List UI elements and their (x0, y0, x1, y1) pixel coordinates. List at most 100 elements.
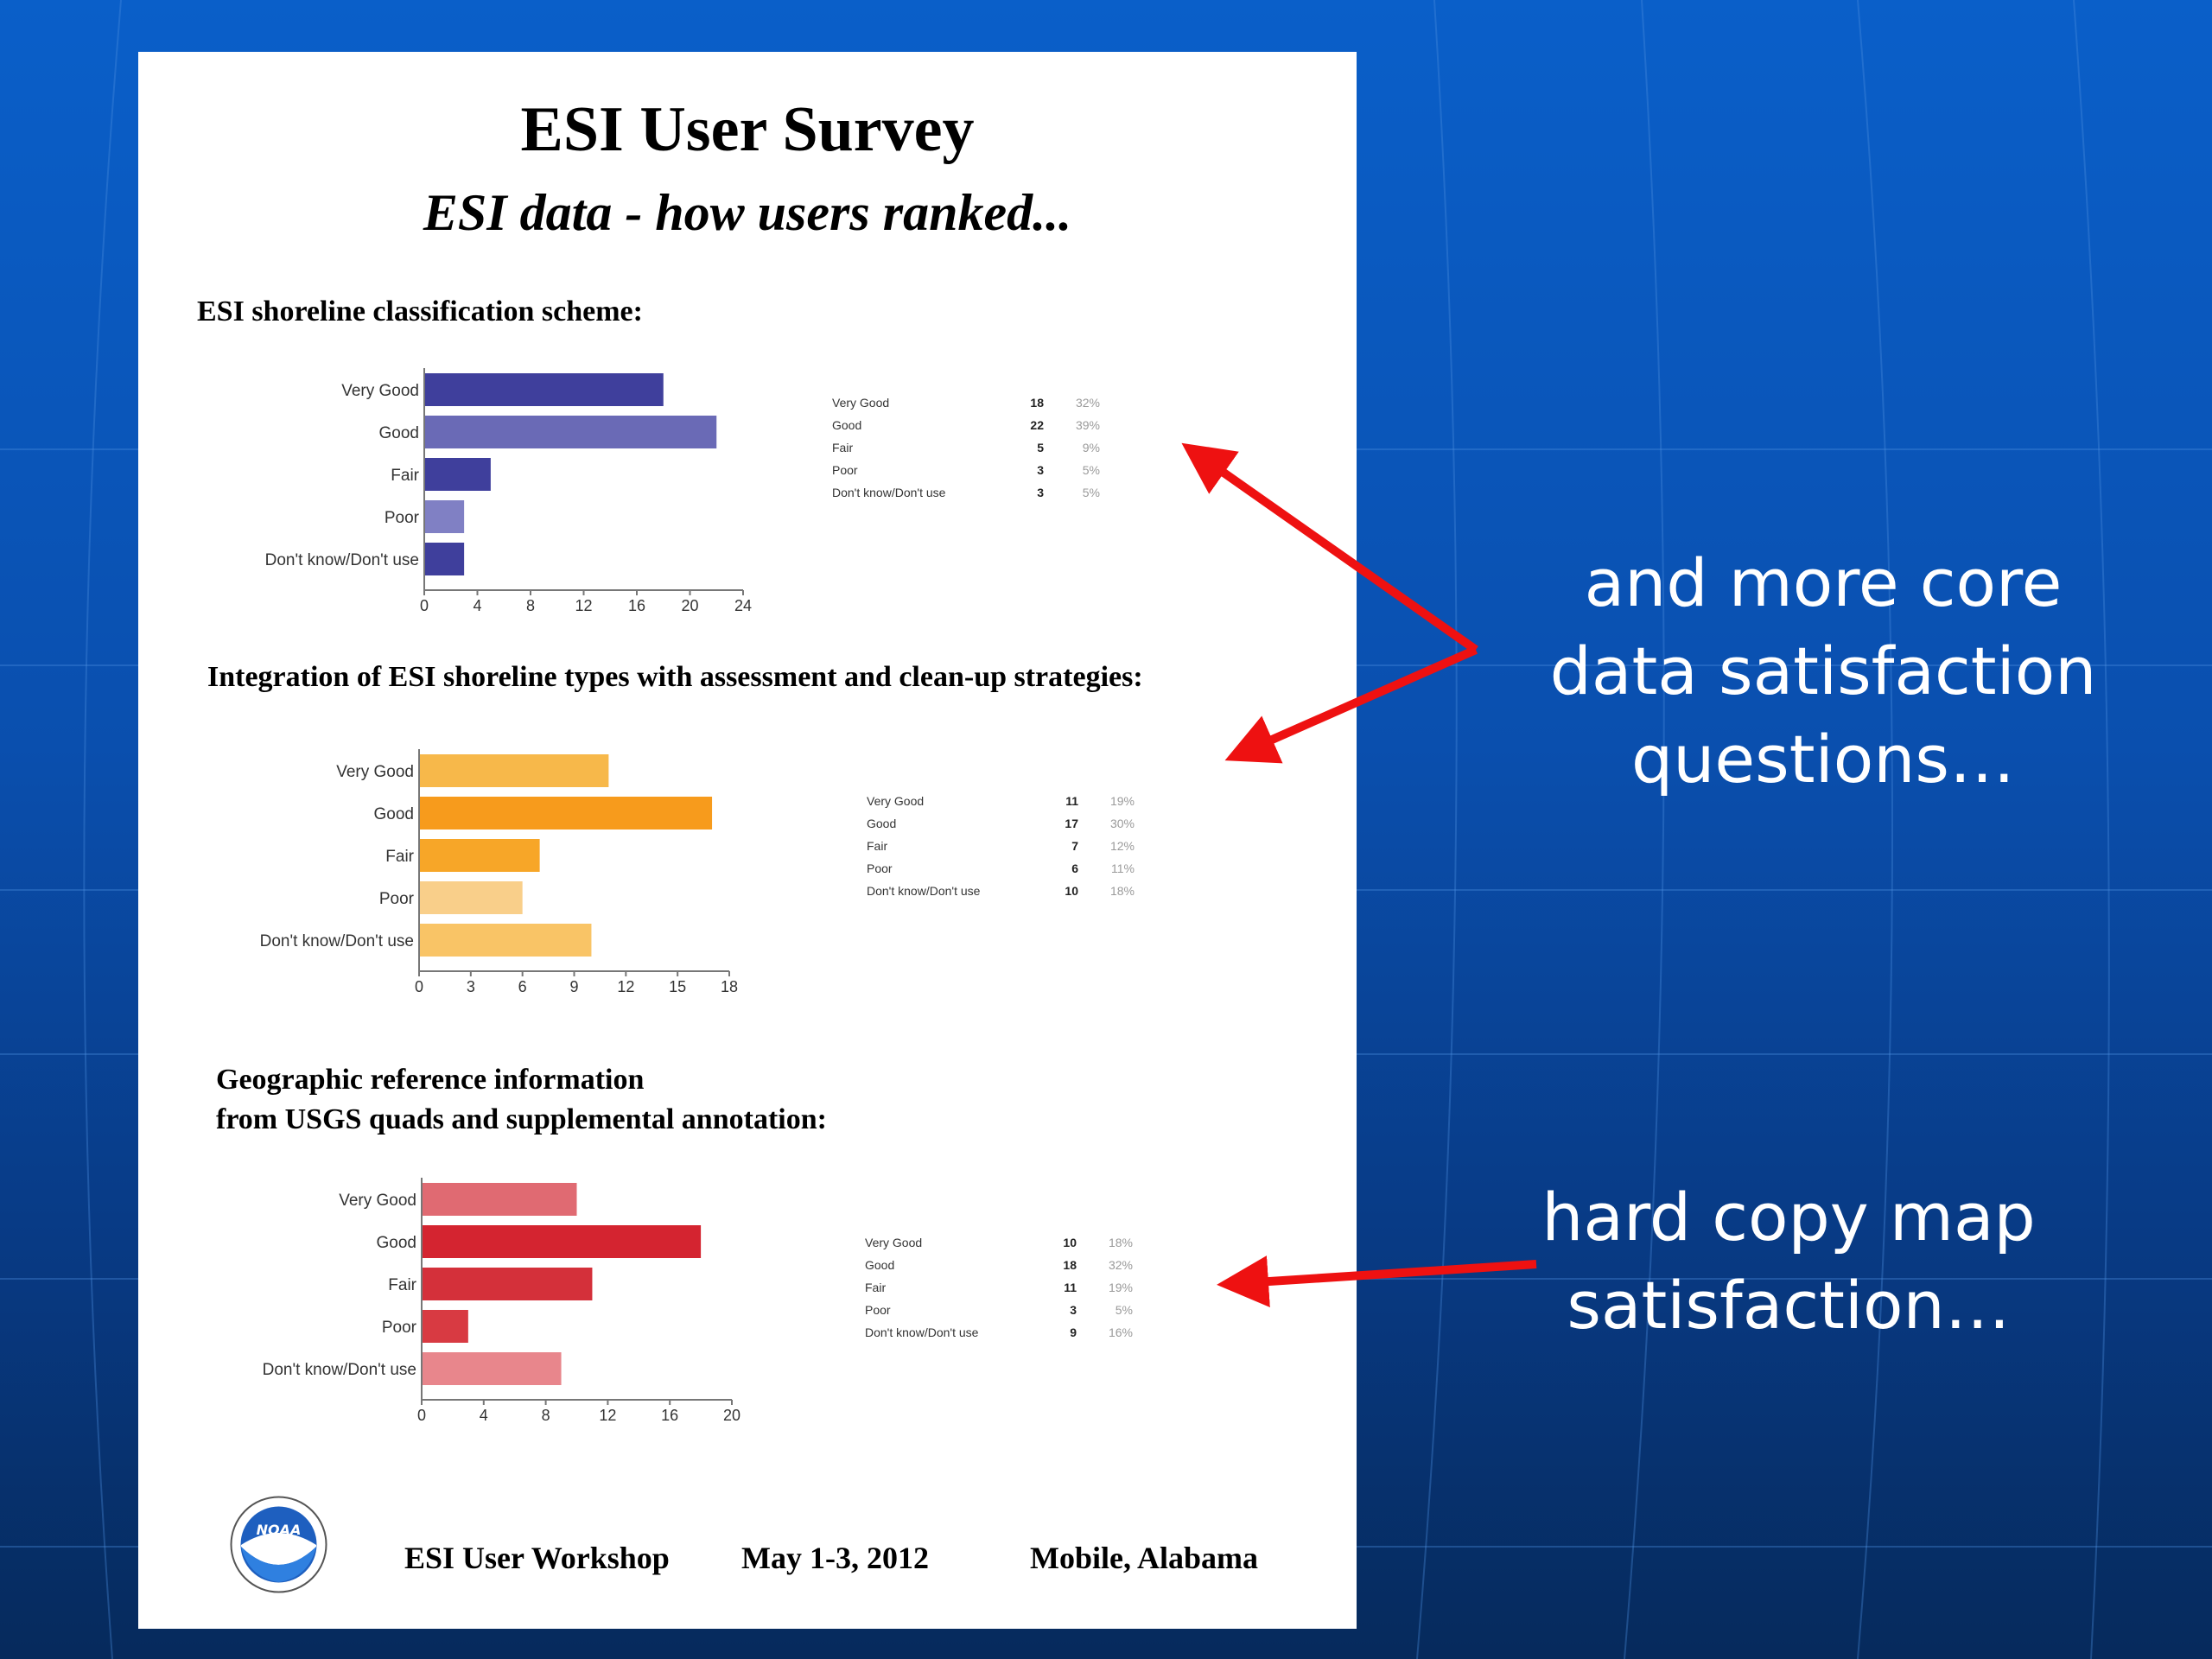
chart-1-tick-label-6: 24 (734, 597, 752, 614)
summary-label: Fair (865, 1281, 887, 1294)
chart-2-title: Integration of ESI shoreline types with … (207, 661, 1143, 693)
chart-2-summary-row-0: Very Good 11 19% (867, 794, 1178, 817)
summary-count: 3 (1037, 486, 1044, 499)
annotation-hard-copy-line-2: satisfaction… (1567, 1267, 2011, 1344)
annotation-core-data-line-1: and more core (1584, 544, 2063, 621)
chart-1-category-label-3: Poor (385, 509, 420, 527)
summary-count: 6 (1071, 861, 1078, 875)
summary-percent: 11% (1111, 861, 1135, 875)
summary-percent: 5% (1082, 486, 1100, 499)
chart-1-bar-0 (424, 373, 664, 406)
chart-2-category-label-3: Poor (379, 890, 415, 908)
chart-3-bar-1 (422, 1225, 702, 1258)
summary-count: 10 (1065, 884, 1078, 898)
chart-1-summary-row-1: Good 22 39% (832, 418, 1143, 441)
summary-count: 9 (1070, 1325, 1077, 1339)
chart-1-title: ESI shoreline classification scheme: (197, 296, 643, 327)
chart-2-summary-row-3: Poor 6 11% (867, 861, 1178, 884)
chart-1-summary-row-3: Poor 3 5% (832, 463, 1143, 486)
chart-3-tick-label-3: 12 (599, 1407, 616, 1424)
chart-3-category-label-0: Very Good (339, 1192, 416, 1210)
chart-2-tick-label-6: 18 (721, 978, 738, 995)
chart-3-bar-4 (422, 1352, 562, 1385)
summary-label: Good (865, 1258, 895, 1272)
noaa-logo-icon: NOAA (230, 1496, 327, 1593)
summary-label: Very Good (832, 396, 890, 410)
annotation-hard-copy-line-1: hard copy map (1541, 1179, 2036, 1255)
summary-count: 3 (1037, 463, 1044, 477)
chart-3-tick-label-2: 8 (542, 1407, 550, 1424)
chart-2-tick-label-3: 9 (569, 978, 578, 995)
chart-2-bar-0 (419, 754, 609, 787)
chart-1-tick-label-3: 12 (575, 597, 592, 614)
chart-3-summary-row-0: Very Good 10 18% (865, 1236, 1176, 1258)
summary-count: 18 (1030, 396, 1044, 410)
chart-1-tick-label-1: 4 (473, 597, 481, 614)
chart-3-title: Geographic reference information from US… (216, 1064, 827, 1135)
chart-3-summary: Very Good 10 18% Good 18 32% Fair 11 19% Poor 3 5% D… (865, 1236, 1176, 1348)
chart-2-bar-4 (419, 924, 592, 957)
chart-2-tick-label-2: 6 (518, 978, 527, 995)
chart-1-category-label-1: Good (379, 424, 419, 442)
summary-label: Poor (867, 861, 893, 875)
summary-percent: 5% (1115, 1303, 1133, 1317)
chart-3-summary-row-2: Fair 11 19% (865, 1281, 1176, 1303)
noaa-logo-text: NOAA (257, 1522, 302, 1538)
summary-label: Don't know/Don't use (865, 1325, 979, 1339)
chart-3-tick-label-4: 16 (661, 1407, 678, 1424)
footer-workshop: ESI User Workshop (404, 1541, 670, 1575)
annotation-hard-copy: hard copy map satisfaction… (1503, 1173, 2074, 1350)
summary-percent: 30% (1109, 817, 1135, 830)
summary-count: 11 (1065, 794, 1078, 808)
chart-1-summary-row-0: Very Good 18 32% (832, 396, 1143, 418)
summary-label: Fair (832, 441, 854, 454)
summary-percent: 39% (1075, 418, 1100, 432)
chart-1-summary-row-2: Fair 5 9% (832, 441, 1143, 463)
chart-3-summary-row-4: Don't know/Don't use 9 16% (865, 1325, 1176, 1348)
chart-1-summary: Very Good 18 32% Good 22 39% Fair 5 9% Poor 3 5% Don… (832, 396, 1143, 508)
chart-2-bar-2 (419, 839, 540, 872)
summary-count: 10 (1063, 1236, 1077, 1249)
chart-3-summary-row-1: Good 18 32% (865, 1258, 1176, 1281)
chart-3-category-label-3: Poor (382, 1319, 417, 1337)
summary-percent: 9% (1082, 441, 1100, 454)
chart-2-category-label-0: Very Good (336, 763, 414, 781)
chart-2-summary: Very Good 11 19% Good 17 30% Fair 7 12% Poor 6 11% D… (867, 794, 1178, 906)
summary-label: Don't know/Don't use (867, 884, 981, 898)
chart-2-bar-1 (419, 797, 713, 830)
summary-count: 7 (1071, 839, 1078, 853)
chart-3-category-label-2: Fair (388, 1276, 416, 1294)
footer-date: May 1-3, 2012 (741, 1541, 929, 1575)
summary-percent: 5% (1082, 463, 1100, 477)
summary-count: 3 (1070, 1303, 1077, 1317)
annotation-core-data-line-2: data satisfaction (1549, 632, 2097, 709)
summary-label: Poor (865, 1303, 891, 1317)
summary-label: Poor (832, 463, 858, 477)
chart-2-category-label-4: Don't know/Don't use (260, 932, 414, 950)
chart-3-summary-row-3: Poor 3 5% (865, 1303, 1176, 1325)
chart-2-tick-label-5: 15 (669, 978, 686, 995)
annotation-core-data: and more core data satisfaction question… (1503, 539, 2143, 804)
chart-1-bar-4 (424, 543, 465, 575)
summary-label: Good (867, 817, 897, 830)
summary-count: 5 (1037, 441, 1044, 454)
summary-count: 11 (1064, 1281, 1077, 1294)
survey-page: ESI User Survey ESI data - how users ran… (138, 52, 1357, 1629)
chart-1-tick-label-4: 16 (628, 597, 645, 614)
chart-2-tick-label-1: 3 (467, 978, 475, 995)
summary-percent: 18% (1109, 884, 1135, 898)
chart-2-category-label-1: Good (374, 805, 414, 823)
chart-1-bar-2 (424, 458, 491, 491)
chart-3-bar-0 (422, 1183, 577, 1216)
chart-2-summary-row-4: Don't know/Don't use 10 18% (867, 884, 1178, 906)
annotation-core-data-line-3: questions… (1631, 721, 2015, 798)
chart-1-category-label-4: Don't know/Don't use (265, 551, 419, 569)
chart-3-tick-label-5: 20 (723, 1407, 741, 1424)
chart-1-category-label-0: Very Good (341, 382, 419, 400)
summary-label: Fair (867, 839, 888, 853)
chart-1-tick-label-0: 0 (420, 597, 429, 614)
chart-2-summary-row-2: Fair 7 12% (867, 839, 1178, 861)
chart-2-summary-row-1: Good 17 30% (867, 817, 1178, 839)
chart-2-tick-label-4: 12 (617, 978, 634, 995)
summary-percent: 19% (1109, 794, 1135, 808)
